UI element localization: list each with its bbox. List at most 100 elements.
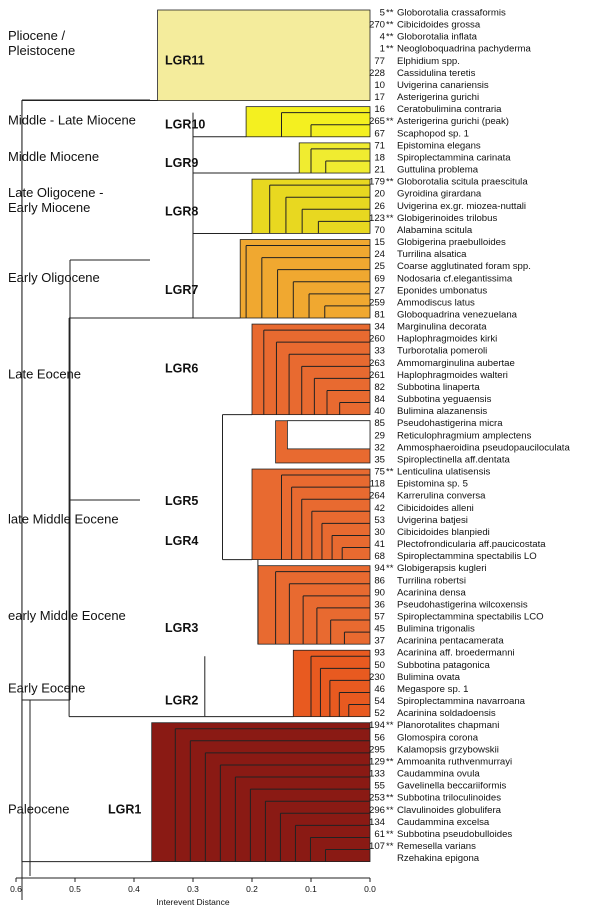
group-label: LGR8 (165, 204, 198, 218)
group-label: LGR2 (165, 694, 198, 708)
marker-icon: ** (386, 829, 394, 840)
taxon-name: Spiroplectammina spectabilis LCO (397, 612, 544, 623)
sub-branch (286, 420, 371, 450)
x-tick-label: 0.2 (246, 884, 258, 894)
marker-icon: ** (386, 467, 394, 478)
taxon-name: Gavelinella beccariiformis (397, 781, 507, 792)
taxon-name: Subbotina triloculinoides (397, 793, 501, 804)
taxon-number: 61 (374, 829, 385, 840)
group-block-lgr3 (257, 565, 371, 645)
taxon-number: 118 (370, 479, 385, 490)
taxon-name: Acarinina aff. broedermanni (397, 648, 515, 659)
taxon-name: Uvigerina canariensis (397, 80, 489, 91)
taxon-number: 45 (374, 624, 385, 635)
taxon-name: Ammodiscus latus (397, 297, 475, 308)
epoch-label: Middle - Late Miocene (8, 113, 136, 128)
taxon-name: Pseudohastigerina wilcoxensis (397, 599, 528, 610)
taxon-name: Marginulina decorata (397, 322, 487, 333)
taxon-name: Kalamopsis grzybowskii (397, 744, 499, 755)
taxon-name: Turrilina alsatica (397, 249, 467, 260)
taxon-number: 29 (374, 430, 385, 441)
marker-icon: ** (386, 841, 394, 852)
taxon-name: Glomospira corona (397, 732, 479, 743)
epoch-label: Early Oligocene (8, 270, 100, 285)
taxon-number: 40 (374, 406, 385, 417)
taxon-number: 17 (374, 92, 385, 103)
taxon-name: Coarse agglutinated foram spp. (397, 261, 531, 272)
taxon-number: 57 (374, 612, 385, 623)
group-block-lgr1 (151, 722, 371, 862)
taxon-number: 71 (374, 140, 385, 151)
group-label: LGR4 (165, 534, 198, 548)
taxon-name: Lenticulina ulatisensis (397, 467, 491, 478)
taxon-name: Subbotina patagonica (397, 660, 490, 671)
group-label: LGR6 (165, 361, 198, 375)
taxon-number: 194 (369, 720, 386, 731)
taxon-name: Planorotalites chapmani (397, 720, 499, 731)
taxon-number: 68 (374, 551, 385, 562)
group-block-lgr10 (245, 106, 371, 138)
taxon-number: 50 (374, 660, 385, 671)
taxon-name: Caudammina ovula (397, 769, 480, 780)
taxon-number: 107 (369, 841, 385, 852)
taxon-name: Plectofrondicularia aff.paucicostata (397, 539, 546, 550)
taxon-name: Globorotalia inflata (397, 32, 478, 43)
taxon-number: 263 (369, 358, 385, 369)
epoch-label: early Middle Eocene (8, 608, 126, 623)
taxon-number: 55 (374, 781, 385, 792)
epoch-label: Late Eocene (8, 366, 81, 381)
taxon-number: 264 (369, 491, 386, 502)
taxon-number: 37 (374, 636, 385, 647)
taxon-name: Guttulina problema (397, 165, 479, 176)
group-label: LGR9 (165, 156, 198, 170)
marker-icon: ** (386, 8, 394, 19)
taxon-number: 85 (374, 418, 385, 429)
taxon-number: 179 (369, 177, 385, 188)
taxon-name: Subbotina pseudobulloides (397, 829, 512, 840)
epoch-label: Paleocene (8, 801, 69, 816)
taxon-number: 15 (374, 237, 385, 248)
marker-icon: ** (386, 793, 394, 804)
taxon-name: Turborotalia pomeroli (397, 346, 487, 357)
taxon-name: Bulimina alazanensis (397, 406, 487, 417)
taxon-name: Haplophragmoides kirki (397, 334, 497, 345)
taxon-name: Asterigerina gurichi (peak) (397, 116, 509, 127)
taxon-number: 295 (369, 744, 385, 755)
x-tick-label: 0.3 (187, 884, 199, 894)
taxon-number: 77 (374, 56, 385, 67)
taxon-number: 36 (374, 599, 385, 610)
marker-icon: ** (386, 116, 394, 127)
taxon-number: 261 (369, 370, 385, 381)
taxon-name: Ammomarginulina aubertae (397, 358, 515, 369)
taxon-number: 296 (369, 805, 385, 816)
taxon-name: Haplophragmoides walteri (397, 370, 508, 381)
group-block-lgr8 (251, 178, 371, 234)
taxon-name: Clavulinoides globulifera (397, 805, 502, 816)
marker-icon: ** (386, 805, 394, 816)
taxon-name: Spiroplectammina navarroana (397, 696, 526, 707)
taxon-number: 75 (374, 467, 385, 478)
taxon-name: Subbotina linaperta (397, 382, 480, 393)
taxon-number: 25 (374, 261, 385, 272)
taxon-name: Cibicidoides alleni (397, 503, 474, 514)
taxon-name: Epistomina elegans (397, 140, 481, 151)
taxon-name: Nodosaria cf.elegantissima (397, 273, 513, 284)
marker-icon: ** (386, 756, 394, 767)
taxon-number: 42 (374, 503, 385, 514)
taxon-number: 228 (369, 68, 385, 79)
taxon-name: Gyroidina girardana (397, 189, 482, 200)
x-tick-label: 0.1 (305, 884, 317, 894)
group-label: LGR5 (165, 494, 198, 508)
epoch-label: Pleistocene (8, 43, 75, 58)
taxon-name: Bulimina ovata (397, 672, 461, 683)
taxon-number: 10 (374, 80, 385, 91)
taxon-name: Spiroplectammina spectabilis LO (397, 551, 537, 562)
taxon-number: 93 (374, 648, 385, 659)
x-tick-label: 0.4 (128, 884, 140, 894)
taxon-number: 32 (374, 442, 385, 453)
taxon-number: 129 (369, 756, 385, 767)
taxon-name: Uvigerina ex.gr. miozea-nuttali (397, 201, 526, 212)
taxon-number: 230 (369, 672, 385, 683)
taxon-number: 260 (369, 334, 385, 345)
taxon-name: Globigerapsis kugleri (397, 563, 487, 574)
